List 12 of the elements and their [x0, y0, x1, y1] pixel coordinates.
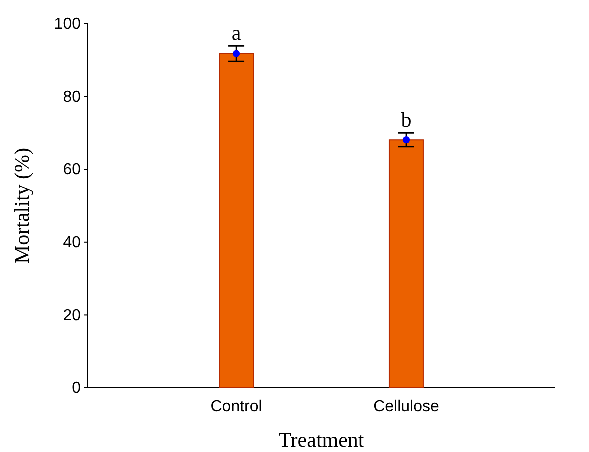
y-axis-title: Mortality (%)	[10, 148, 34, 264]
annotation: b	[401, 108, 412, 132]
y-tick-label: 100	[54, 16, 82, 34]
y-tick-label: 40	[63, 234, 82, 252]
y-tick-label: 0	[72, 380, 82, 398]
y-tick-label: 60	[63, 162, 82, 179]
x-axis-title: Treatment	[278, 428, 364, 452]
annotation: a	[232, 20, 242, 45]
y-tick-label: 80	[63, 88, 82, 106]
y-tick-label: 20	[63, 307, 82, 324]
x-tick-label: Control	[210, 398, 262, 416]
x-tick-label: Cellulose	[374, 398, 440, 416]
